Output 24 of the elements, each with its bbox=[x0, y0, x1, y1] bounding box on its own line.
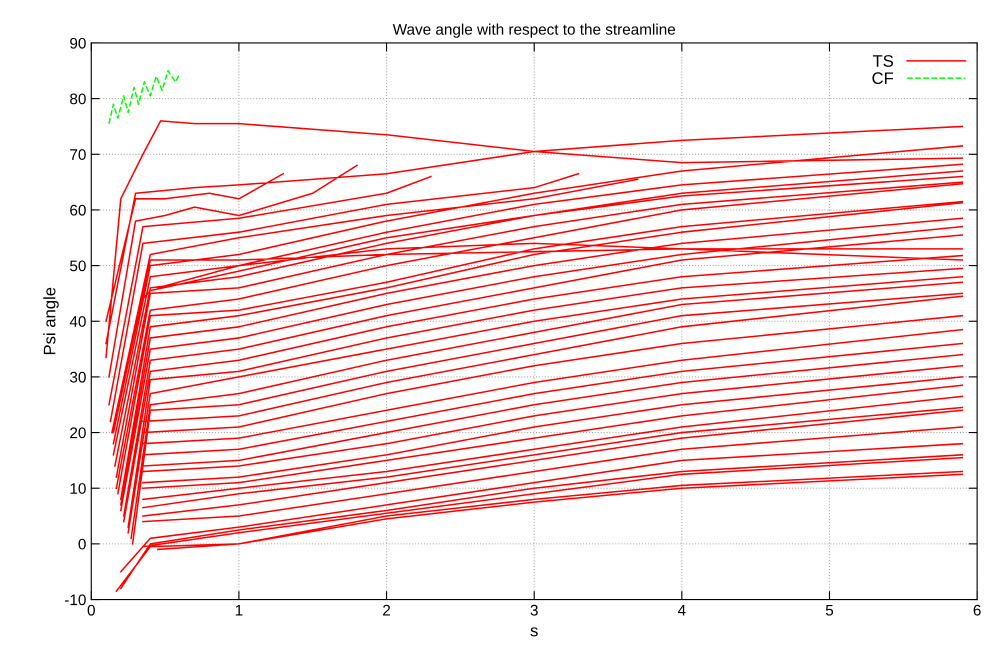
x-tick-label: 1 bbox=[236, 604, 242, 616]
y-tick-label: 60 bbox=[70, 204, 86, 216]
y-tick-label: 10 bbox=[70, 483, 86, 494]
x-tick-label: 2 bbox=[383, 604, 390, 616]
y-tick-label: 30 bbox=[70, 372, 86, 383]
line-series bbox=[108, 70, 181, 124]
y-tick-label: 0 bbox=[78, 538, 86, 550]
legend-label: CF bbox=[872, 72, 894, 84]
x-tick-label: 3 bbox=[530, 604, 538, 616]
x-tick-label: 5 bbox=[826, 604, 834, 616]
x-tick-label: 0 bbox=[88, 604, 95, 616]
y-tick-label: 50 bbox=[70, 260, 86, 272]
y-tick-label: 90 bbox=[70, 38, 86, 49]
x-tick-label: 4 bbox=[678, 604, 686, 616]
x-tick-label: 6 bbox=[974, 604, 981, 616]
chart-title: Wave angle with respect to the streamline bbox=[392, 24, 676, 38]
y-tick-label: 80 bbox=[70, 93, 86, 104]
y-tick-label: -10 bbox=[65, 594, 86, 606]
legend-label: TS bbox=[872, 55, 894, 67]
y-tick-label: 20 bbox=[70, 427, 86, 438]
y-tick-label: 40 bbox=[70, 316, 86, 327]
x-axis-title: s bbox=[530, 627, 538, 636]
y-axis-title: Psi angle bbox=[43, 288, 59, 354]
y-tick-label: 70 bbox=[70, 149, 86, 160]
